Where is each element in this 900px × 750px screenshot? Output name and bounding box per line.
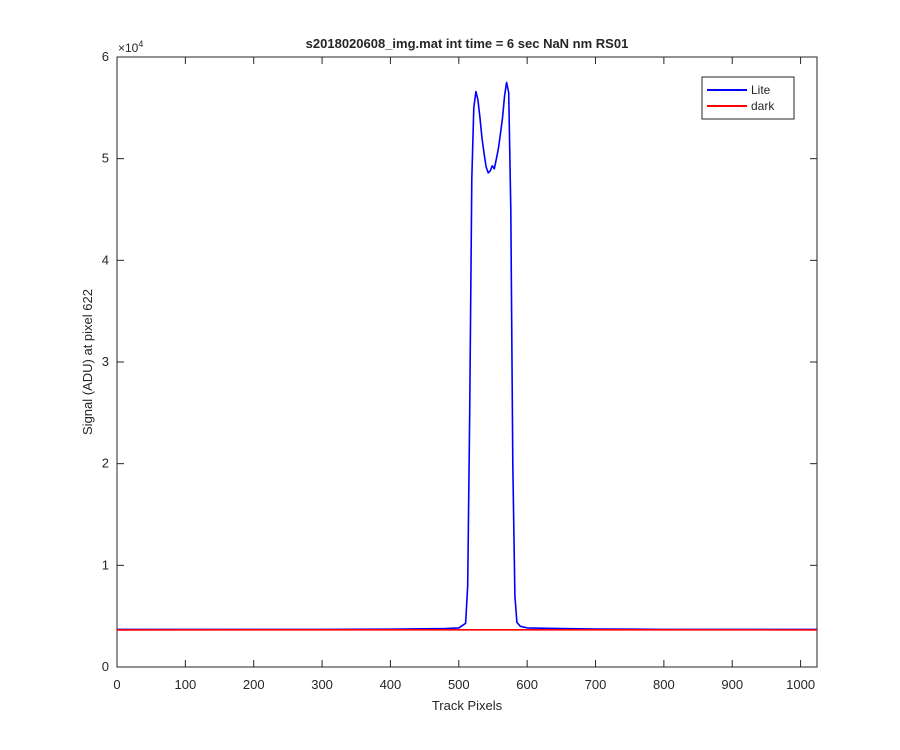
series-layer (116, 81, 818, 631)
y-axis-ticks: 0 1 2 3 4 5 6 (102, 49, 817, 674)
legend-label-dark: dark (751, 99, 775, 113)
y-tick-label: 2 (102, 456, 109, 471)
x-tick-label: 600 (516, 677, 538, 692)
x-tick-label: 200 (243, 677, 265, 692)
y-tick-label: 6 (102, 49, 109, 64)
x-tick-label: 900 (721, 677, 743, 692)
y-tick-label: 3 (102, 354, 109, 369)
x-tick-label: 100 (175, 677, 197, 692)
x-tick-label: 500 (448, 677, 470, 692)
x-tick-label: 0 (113, 677, 120, 692)
y-tick-label: 0 (102, 659, 109, 674)
y-tick-label: 5 (102, 151, 109, 166)
x-axis-label: Track Pixels (432, 698, 503, 713)
legend: Lite dark (701, 76, 795, 120)
x-tick-label: 700 (585, 677, 607, 692)
y-axis-label: Signal (ADU) at pixel 622 (80, 289, 95, 435)
axes-box (116, 56, 818, 668)
x-tick-label: 800 (653, 677, 675, 692)
x-tick-label: 1000 (786, 677, 815, 692)
x-axis-ticks: 0 100 200 300 400 500 600 700 800 900 1000 (113, 57, 815, 692)
series-line-lite (117, 81, 817, 631)
x-tick-label: 300 (311, 677, 333, 692)
x-tick-label: 400 (380, 677, 402, 692)
chart-title: s2018020608_img.mat int time = 6 sec NaN… (306, 36, 629, 51)
legend-label-lite: Lite (751, 83, 771, 97)
y-tick-label: 4 (102, 252, 109, 267)
y-axis-multiplier: ×104 (118, 39, 143, 55)
y-tick-label: 1 (102, 557, 109, 572)
legend-box (701, 76, 795, 120)
